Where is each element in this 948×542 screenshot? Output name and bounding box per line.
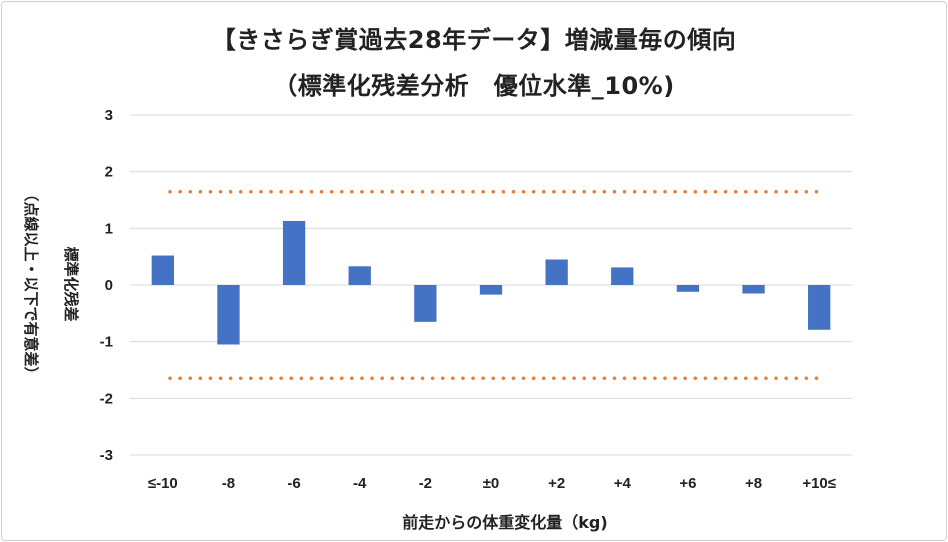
x-tick-label: +2: [548, 475, 565, 492]
y-tick-label: -3: [100, 447, 113, 464]
threshold-lines: [168, 190, 819, 380]
y-axis-ticks: -3 -2 -1 0 1 2 3: [100, 107, 113, 464]
y-tick-label: -2: [100, 390, 113, 407]
bar: [348, 266, 371, 285]
y-axis-label: 標準化残差: [62, 246, 80, 321]
x-tick-label: -4: [353, 475, 367, 492]
chart-subtitle: （標準化残差分析 優位水準_10%): [273, 72, 675, 100]
x-axis-label: 前走からの体重変化量（kg): [402, 513, 607, 532]
x-tick-label: +6: [679, 475, 696, 492]
x-axis-ticks: ≤-10 -8 -6 -4 -2 ±0 +2 +4 +6 +8 +10≤: [148, 475, 836, 492]
x-tick-label: -6: [287, 475, 300, 492]
y-tick-label: 1: [105, 220, 113, 237]
chart-title: 【きさらぎ賞過去28年データ】増減量毎の傾向: [211, 26, 737, 54]
bar: [414, 285, 437, 322]
y-tick-label: 0: [105, 277, 113, 294]
bar: [282, 220, 306, 285]
y-tick-label: 2: [105, 164, 113, 181]
bar: [479, 285, 503, 295]
bar: [611, 267, 634, 285]
x-tick-label: -2: [419, 475, 432, 492]
y-tick-label: -1: [100, 334, 113, 351]
y-tick-label: 3: [105, 107, 113, 124]
bar: [742, 285, 765, 294]
x-tick-label: +4: [614, 475, 632, 492]
x-tick-label: -8: [222, 475, 235, 492]
bar: [676, 285, 700, 292]
y-axis-note: （点線以上・以下で有意差）: [22, 186, 40, 381]
bar: [151, 255, 174, 285]
bar: [545, 259, 568, 285]
bar: [217, 285, 240, 345]
x-tick-label: +10≤: [802, 475, 836, 492]
bar: [808, 285, 831, 330]
x-tick-label: ±0: [483, 475, 500, 492]
x-tick-label: ≤-10: [148, 475, 178, 492]
bars: [151, 220, 831, 345]
x-tick-label: +8: [745, 475, 762, 492]
